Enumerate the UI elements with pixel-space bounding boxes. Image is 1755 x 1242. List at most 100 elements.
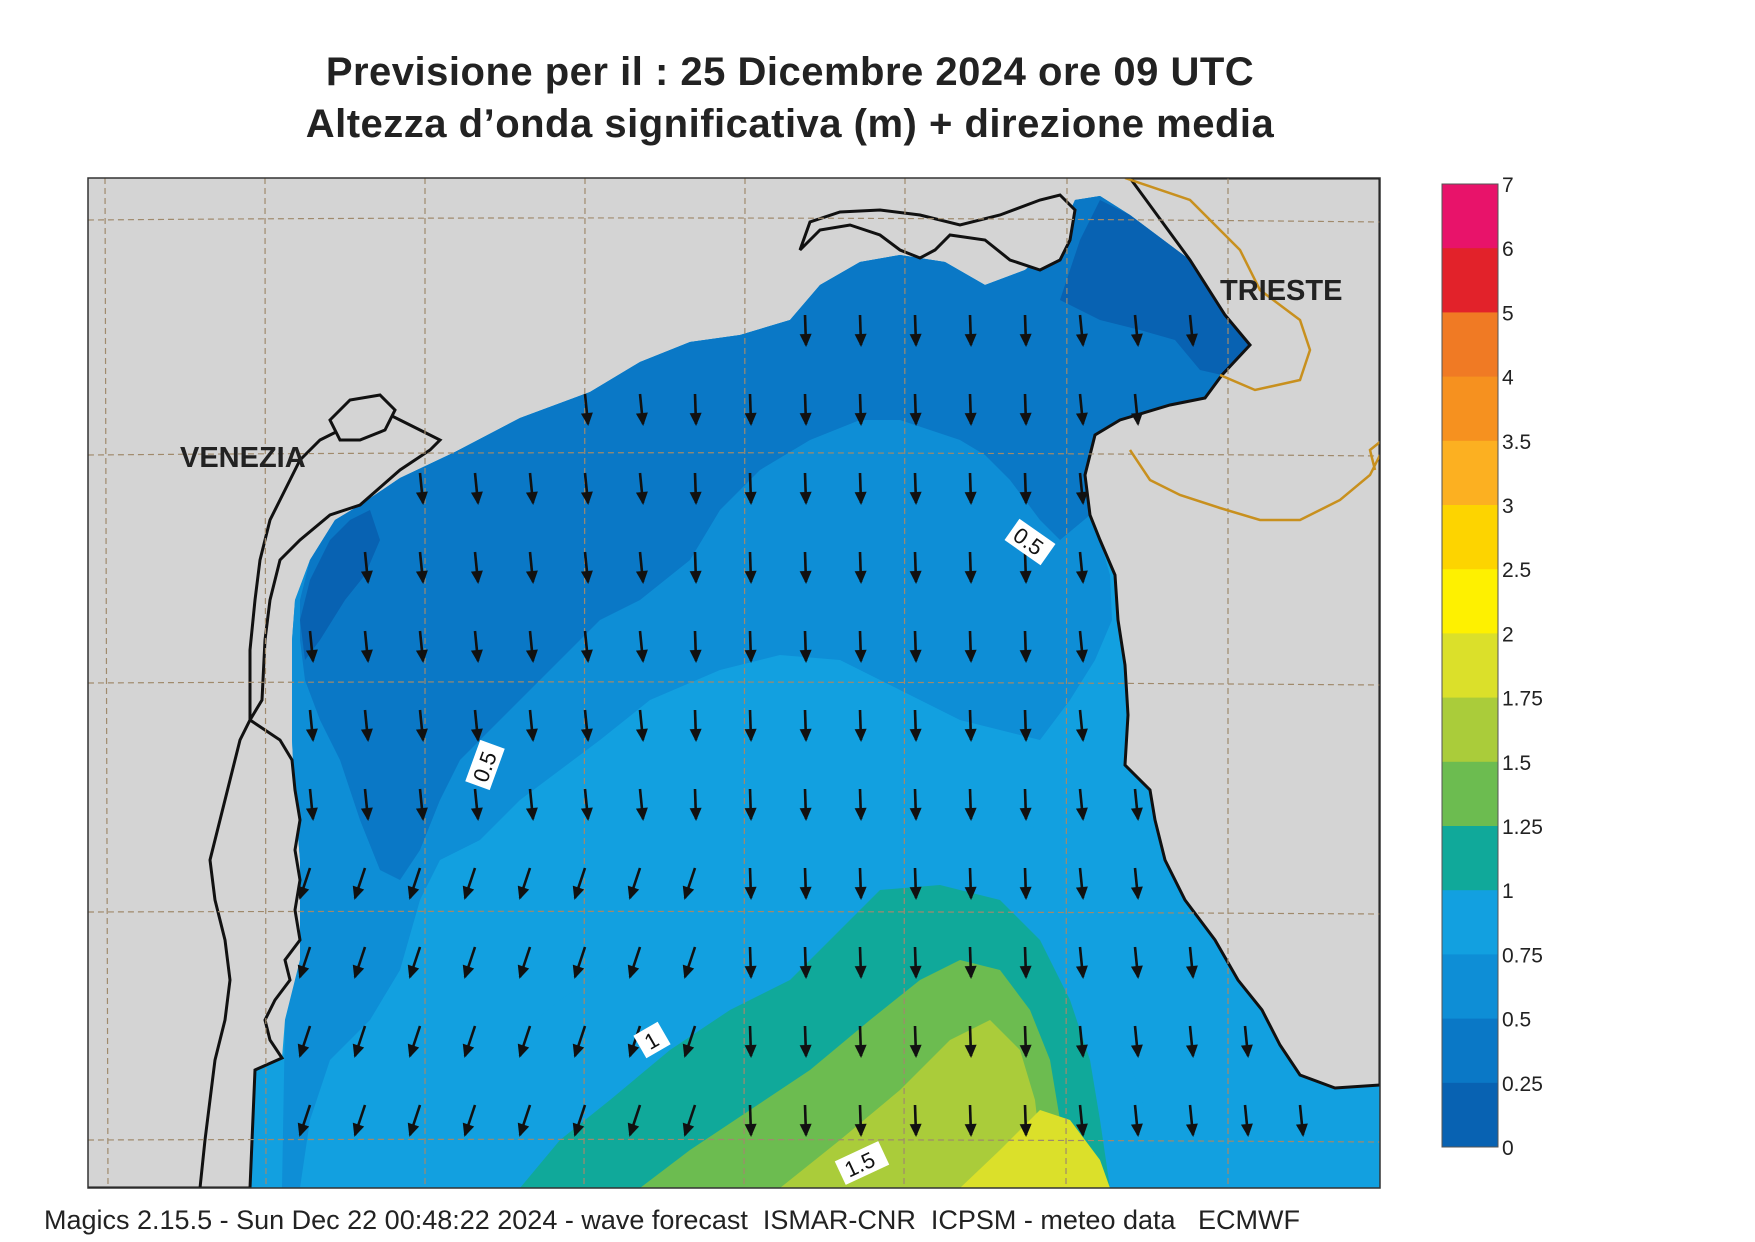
wave-arrow-head bbox=[462, 1122, 475, 1137]
wave-arrow-head bbox=[1019, 333, 1032, 347]
wave-arrow-head bbox=[525, 807, 538, 821]
wave-arrow-head bbox=[1019, 886, 1032, 900]
wave-arrow-head bbox=[1075, 807, 1088, 821]
wave-arrow-head bbox=[470, 491, 483, 505]
wave-arrow-head bbox=[744, 728, 757, 742]
map-frame bbox=[87, 177, 1381, 1189]
wave-arrow-head bbox=[1019, 412, 1032, 426]
wave-arrow-head bbox=[352, 885, 365, 900]
wave-arrow-head bbox=[909, 1123, 922, 1137]
wave-arrow-head bbox=[580, 807, 593, 821]
wave-arrow-head bbox=[572, 885, 585, 900]
wave-arrow-head bbox=[682, 964, 695, 979]
colorbar-segment bbox=[1442, 954, 1498, 1020]
wave-arrow-head bbox=[799, 1044, 812, 1058]
wave-arrow-head bbox=[682, 885, 695, 900]
colorbar-segment bbox=[1442, 1018, 1498, 1084]
wave-arrow-head bbox=[415, 491, 428, 505]
wave-arrow-head bbox=[689, 412, 702, 426]
wave-arrow-head bbox=[964, 491, 977, 505]
wave-arrow-head bbox=[635, 728, 648, 742]
wave-arrow-head bbox=[964, 886, 977, 900]
wave-arrow-head bbox=[1240, 1123, 1253, 1137]
wave-arrow-head bbox=[462, 964, 475, 979]
wave-arrow-head bbox=[964, 807, 977, 821]
wave-arrow-head bbox=[462, 1043, 475, 1058]
wave-arrow-head bbox=[1019, 1044, 1032, 1058]
wave-arrow-head bbox=[297, 1043, 310, 1058]
colorbar-segment bbox=[1442, 633, 1498, 699]
wave-arrow-head bbox=[1075, 570, 1088, 584]
wave-arrow-head bbox=[1185, 965, 1198, 979]
colorbar-tick-label: 1.75 bbox=[1502, 688, 1543, 711]
colorbar-tick-label: 2.5 bbox=[1502, 559, 1531, 582]
wave-arrow-head bbox=[744, 491, 757, 505]
wave-arrow-head bbox=[1185, 1123, 1198, 1137]
wave-arrow-head bbox=[627, 964, 640, 979]
wave-arrow-head bbox=[1130, 1123, 1143, 1137]
wave-arrow-head bbox=[580, 570, 593, 584]
wave-arrow-head bbox=[909, 570, 922, 584]
wave-arrow-head bbox=[799, 965, 812, 979]
wave-arrow-head bbox=[470, 570, 483, 584]
wave-arrow-head bbox=[517, 885, 530, 900]
wave-arrow-head bbox=[1075, 491, 1088, 505]
wave-arrow-head bbox=[854, 886, 867, 900]
colorbar-frame bbox=[1441, 183, 1499, 1148]
wave-band-0.25 bbox=[300, 196, 1250, 880]
wave-arrow-head bbox=[1075, 728, 1088, 742]
wave-arrow-head bbox=[744, 1044, 757, 1058]
wave-arrow-head bbox=[799, 807, 812, 821]
wave-arrow-head bbox=[580, 491, 593, 505]
wave-arrow-head bbox=[580, 728, 593, 742]
wave-arrow-head bbox=[470, 649, 483, 663]
land-south-west bbox=[88, 717, 302, 1188]
wave-arrow-head bbox=[1130, 333, 1143, 347]
wave-arrow-head bbox=[1019, 1123, 1032, 1137]
wave-arrow-head bbox=[407, 885, 420, 900]
wave-arrow-head bbox=[360, 728, 373, 742]
wave-arrow-head bbox=[627, 1122, 640, 1137]
land-istria bbox=[1083, 178, 1380, 1090]
wave-arrow-head bbox=[964, 965, 977, 979]
colorbar-segment bbox=[1442, 1082, 1498, 1148]
wave-arrow-head bbox=[305, 728, 318, 742]
colorbar-segment bbox=[1442, 826, 1498, 891]
wave-arrow-head bbox=[799, 570, 812, 584]
wave-arrow-head bbox=[635, 649, 648, 663]
wave-arrow-head bbox=[635, 412, 648, 426]
land-lagoon-islands bbox=[328, 393, 397, 442]
colorbar-segment bbox=[1442, 312, 1498, 378]
colorbar-segment bbox=[1442, 569, 1498, 634]
wave-arrow-head bbox=[1295, 1123, 1308, 1137]
wave-arrow-head bbox=[470, 807, 483, 821]
wave-arrow-head bbox=[909, 965, 922, 979]
wave-arrow-head bbox=[799, 1123, 812, 1137]
colorbar-tick-label: 0.25 bbox=[1502, 1073, 1543, 1096]
wave-arrow-head bbox=[1130, 807, 1143, 821]
wave-arrow-head bbox=[1240, 1044, 1253, 1058]
wave-arrow-head bbox=[682, 1122, 695, 1137]
wave-arrow-head bbox=[909, 807, 922, 821]
wave-arrow-head bbox=[407, 1043, 420, 1058]
graticule bbox=[88, 178, 1380, 1188]
wave-arrow-head bbox=[1185, 1044, 1198, 1058]
wave-arrow-head bbox=[1019, 570, 1032, 584]
wave-arrow-head bbox=[799, 333, 812, 347]
wave-arrow-head bbox=[1075, 412, 1088, 426]
wave-arrow-head bbox=[909, 412, 922, 426]
wave-arrow-head bbox=[462, 885, 475, 900]
wave-arrow-head bbox=[415, 570, 428, 584]
land-trieste-gulf bbox=[798, 193, 1077, 272]
map-subtitle: Altezza d’onda significativa (m) + direz… bbox=[305, 102, 1275, 146]
colorbar-tick-label: 7 bbox=[1502, 174, 1514, 197]
map-area: VENEZIA TRIESTE 0.5 0.5 1 1.5 bbox=[88, 178, 1380, 1188]
wave-arrow-head bbox=[1019, 649, 1032, 663]
wave-band-0-nw bbox=[300, 510, 380, 660]
wave-arrow-head bbox=[352, 1122, 365, 1137]
colorbar-segment bbox=[1442, 376, 1498, 442]
wave-arrow-head bbox=[854, 649, 867, 663]
colorbar-tick-label: 5 bbox=[1502, 302, 1514, 325]
wave-arrow-head bbox=[1130, 886, 1143, 900]
